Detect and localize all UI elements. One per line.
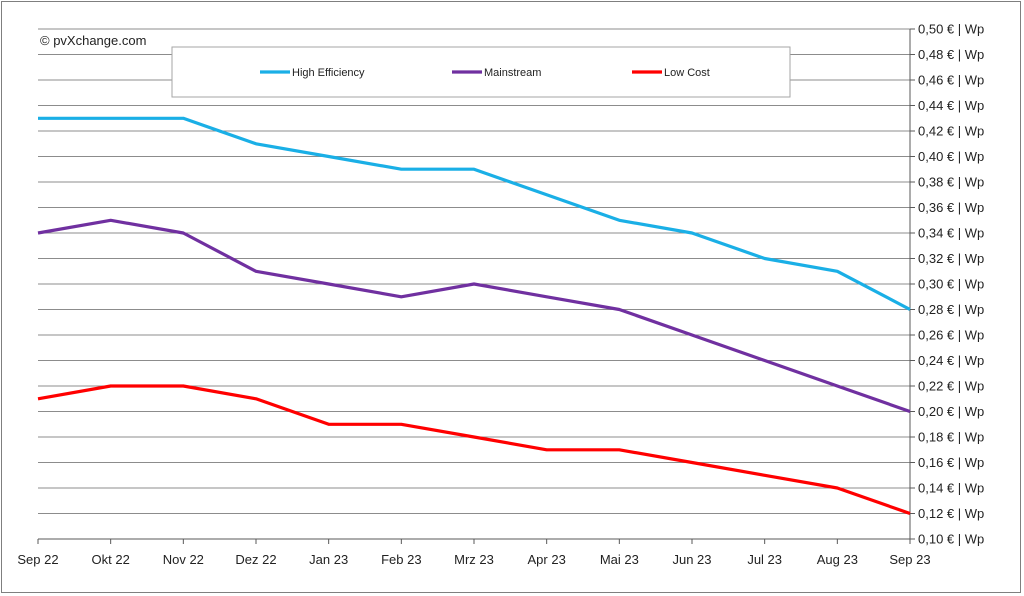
y-tick-label: 0,12 € | Wp xyxy=(918,506,984,521)
x-tick-label: Mrz 23 xyxy=(454,552,494,567)
x-tick-label: Dez 22 xyxy=(235,552,276,567)
series-line xyxy=(38,116,911,311)
y-tick-label: 0,38 € | Wp xyxy=(918,175,984,190)
y-tick-label: 0,36 € | Wp xyxy=(918,200,984,215)
y-tick-label: 0,14 € | Wp xyxy=(918,481,984,496)
series-line xyxy=(37,218,911,414)
series-lines xyxy=(37,116,911,516)
x-tick-label: Mai 23 xyxy=(600,552,639,567)
legend: High Efficiency Mainstream Low Cost xyxy=(171,46,791,98)
x-tick-label: Okt 22 xyxy=(92,552,130,567)
x-tick-label: Jan 23 xyxy=(309,552,348,567)
y-tick-label: 0,32 € | Wp xyxy=(918,251,984,266)
y-tick-label: 0,10 € | Wp xyxy=(918,532,984,547)
x-tick-label: Aug 23 xyxy=(817,552,858,567)
x-tick-label: Nov 22 xyxy=(163,552,204,567)
y-tick-label: 0,46 € | Wp xyxy=(918,73,984,88)
y-tick-label: 0,24 € | Wp xyxy=(918,353,984,368)
y-tick-label: 0,48 € | Wp xyxy=(918,47,984,62)
y-tick-label: 0,34 € | Wp xyxy=(918,226,984,241)
copyright-text: © pvXchange.com xyxy=(40,33,146,48)
y-tick-label: 0,50 € | Wp xyxy=(918,22,984,37)
y-tick-label: 0,28 € | Wp xyxy=(918,302,984,317)
x-tick-label: Jul 23 xyxy=(747,552,782,567)
x-tick-label: Sep 22 xyxy=(17,552,58,567)
y-tick-label: 0,40 € | Wp xyxy=(918,149,984,164)
axes xyxy=(37,28,915,544)
legend-label: Low Cost xyxy=(664,67,710,79)
y-tick-label: 0,22 € | Wp xyxy=(918,379,984,394)
x-tick-label: Jun 23 xyxy=(672,552,711,567)
series-line xyxy=(37,384,911,516)
x-tick-label: Apr 23 xyxy=(528,552,566,567)
y-tick-label: 0,44 € | Wp xyxy=(918,98,984,113)
legend-label: Mainstream xyxy=(484,67,541,79)
y-tick-label: 0,26 € | Wp xyxy=(918,328,984,343)
y-tick-label: 0,20 € | Wp xyxy=(918,404,984,419)
y-tick-label: 0,16 € | Wp xyxy=(918,455,984,470)
y-tick-label: 0,18 € | Wp xyxy=(918,430,984,445)
x-tick-label: Sep 23 xyxy=(889,552,930,567)
legend-label: High Efficiency xyxy=(292,67,365,79)
tick-labels: 0,10 € | Wp 0,12 € | Wp 0,14 € | Wp 0,16 € … xyxy=(17,22,984,568)
y-tick-label: 0,42 € | Wp xyxy=(918,124,984,139)
x-tick-label: Feb 23 xyxy=(381,552,421,567)
y-tick-label: 0,30 € | Wp xyxy=(918,277,984,292)
